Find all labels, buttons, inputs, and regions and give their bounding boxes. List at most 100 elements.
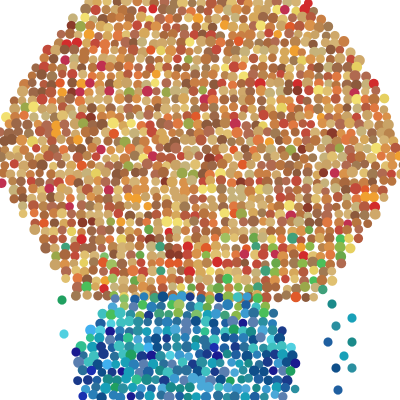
dot bbox=[296, 70, 305, 79]
dot bbox=[66, 193, 75, 203]
dot bbox=[143, 335, 153, 345]
dot bbox=[299, 281, 311, 292]
dot bbox=[191, 111, 201, 122]
dot bbox=[208, 69, 218, 80]
dot bbox=[279, 54, 290, 65]
dot bbox=[208, 201, 219, 212]
dot bbox=[244, 359, 253, 368]
dot bbox=[270, 390, 280, 399]
dot bbox=[175, 275, 184, 285]
dot bbox=[318, 284, 328, 295]
dot bbox=[321, 95, 331, 106]
dot bbox=[59, 119, 70, 130]
dot bbox=[273, 293, 283, 303]
dot bbox=[244, 29, 256, 41]
dot bbox=[85, 20, 96, 31]
dot bbox=[313, 21, 325, 33]
dot bbox=[208, 334, 220, 346]
dot bbox=[165, 350, 175, 360]
dot bbox=[184, 150, 194, 161]
dot bbox=[222, 392, 232, 400]
dot bbox=[57, 225, 67, 235]
dot bbox=[116, 53, 127, 64]
dot bbox=[180, 332, 190, 342]
dot bbox=[8, 176, 18, 186]
dot bbox=[190, 96, 199, 106]
dot bbox=[242, 265, 252, 276]
dot bbox=[228, 80, 238, 90]
dot bbox=[72, 281, 84, 293]
dot bbox=[342, 225, 352, 235]
dot bbox=[208, 218, 218, 228]
dot bbox=[379, 192, 389, 202]
dot bbox=[354, 224, 364, 234]
dot bbox=[191, 232, 203, 244]
dot bbox=[240, 308, 251, 319]
dot bbox=[205, 266, 215, 276]
dot bbox=[239, 46, 251, 57]
dot bbox=[193, 45, 203, 55]
dot bbox=[98, 348, 109, 360]
dot bbox=[308, 153, 318, 163]
dot bbox=[133, 342, 145, 354]
dot bbox=[240, 144, 250, 154]
dot bbox=[192, 55, 203, 65]
dot bbox=[176, 266, 186, 276]
dot bbox=[260, 292, 272, 304]
dot bbox=[219, 94, 230, 105]
dot bbox=[341, 134, 352, 145]
dot bbox=[325, 44, 336, 55]
dot bbox=[223, 382, 233, 393]
dot bbox=[313, 62, 324, 73]
dot bbox=[207, 134, 218, 145]
dot bbox=[235, 177, 246, 188]
dot bbox=[362, 144, 372, 154]
dot bbox=[6, 133, 18, 145]
dot bbox=[106, 145, 116, 155]
dot bbox=[236, 201, 247, 212]
dot bbox=[144, 390, 155, 400]
dot bbox=[246, 159, 256, 170]
dot bbox=[260, 265, 271, 276]
dot bbox=[88, 389, 98, 400]
dot bbox=[254, 184, 266, 195]
dot bbox=[73, 376, 83, 386]
dot bbox=[100, 276, 111, 286]
dot bbox=[314, 161, 324, 171]
dot bbox=[233, 151, 244, 161]
dot bbox=[59, 249, 71, 261]
dot bbox=[225, 39, 235, 48]
dot bbox=[273, 201, 285, 212]
dot bbox=[278, 392, 288, 400]
dot bbox=[379, 105, 389, 114]
dot bbox=[118, 46, 127, 56]
dot bbox=[171, 201, 182, 212]
dot bbox=[219, 208, 230, 219]
dot bbox=[307, 234, 317, 244]
dot bbox=[313, 93, 324, 104]
dot bbox=[214, 382, 224, 392]
dot bbox=[220, 71, 230, 80]
dot bbox=[335, 234, 346, 245]
dot bbox=[162, 23, 171, 32]
dot bbox=[222, 291, 234, 303]
dot bbox=[325, 54, 336, 65]
dot bbox=[191, 392, 201, 400]
dot bbox=[244, 185, 256, 198]
dot bbox=[114, 61, 124, 72]
dot bbox=[255, 332, 266, 343]
dot bbox=[347, 337, 357, 347]
dot bbox=[214, 292, 224, 303]
dot bbox=[211, 118, 222, 129]
dot bbox=[124, 192, 133, 202]
dot bbox=[148, 4, 158, 14]
dot bbox=[331, 159, 341, 169]
dot bbox=[309, 265, 319, 275]
dot bbox=[72, 273, 83, 284]
dot bbox=[133, 335, 143, 345]
dot bbox=[106, 12, 118, 23]
dot bbox=[250, 249, 261, 261]
dot bbox=[220, 232, 231, 243]
dot bbox=[69, 258, 79, 268]
